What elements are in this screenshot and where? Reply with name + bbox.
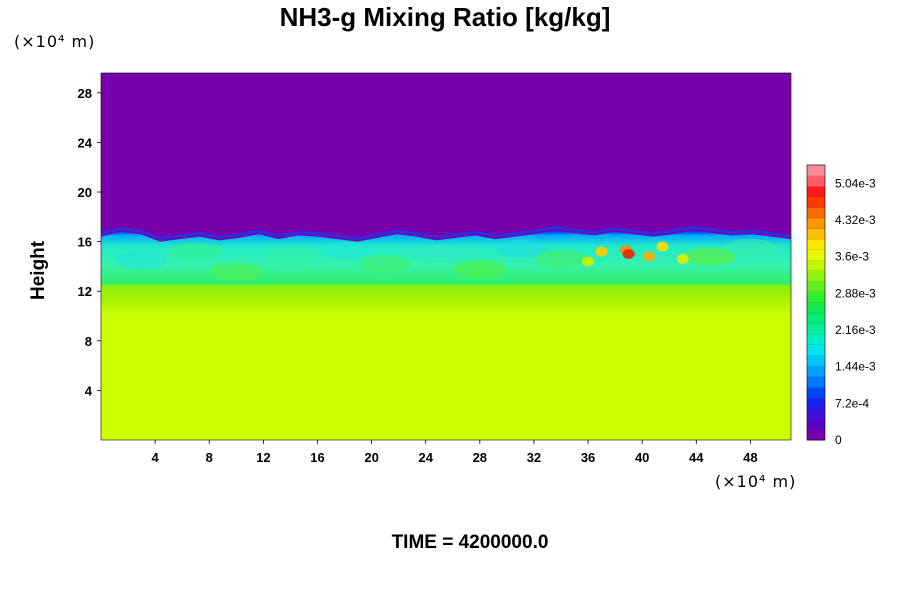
texture-blob [413,245,466,264]
colorbar-segment [807,429,825,441]
colorbar: 0 7.2e-4 1.44e-3 2.16e-3 2.88e-3 3.6e-3 4.32e-… [806,164,876,447]
time-label: TIME = 4200000.0 [391,532,549,553]
y-tick-label: 20 [78,185,92,200]
texture-blob [683,247,736,266]
colorbar-tick-label: 7.2e-4 [835,396,869,410]
colorbar-segment [807,323,825,335]
colorbar-tick-label: 3.6e-3 [835,250,869,264]
colorbar-tick-label: 0 [835,433,842,447]
hotspot [676,253,689,264]
hotspot [622,249,635,260]
x-axis-unit: (×10⁴ m) [715,472,797,491]
plot-frame [100,72,792,441]
colorbar-segment [807,260,825,272]
hotspot [642,251,655,262]
texture-blob [169,242,222,261]
y-tick-label: 24 [78,135,93,150]
y-tick-label: 16 [78,235,92,250]
colorbar-segment [807,270,825,282]
y-tick-label: 28 [78,86,92,101]
colorbar-segment [807,365,825,378]
x-tick-label: 16 [310,450,324,465]
x-tick-label: 32 [527,450,541,465]
colorbar-segment [807,397,825,409]
texture-blob [210,262,263,281]
colorbar-segment [807,408,825,420]
x-tick-label: 20 [364,450,378,465]
texture-blob [359,254,412,273]
x-tick-label: 12 [256,450,270,465]
y-tick-label: 4 [85,383,93,398]
colorbar-segment [807,344,825,356]
colorbar-segment [807,165,825,177]
x-tick-label: 40 [635,450,649,465]
plot-area [101,73,791,440]
x-tick-label: 48 [743,450,757,465]
colorbar-segment [807,291,825,303]
x-tick-label: 44 [689,450,704,465]
colorbar-segment [807,313,825,325]
hotspot [595,246,608,257]
y-tick-label: 12 [78,284,92,299]
texture-blob [318,241,371,260]
texture-blob [535,249,587,268]
transition-layer [101,285,791,317]
colorbar-segment [807,334,825,346]
colorbar-segment [807,418,825,430]
x-axis-ticks: 4 8 12 16 20 24 28 32 36 40 44 48 [152,440,758,465]
y-axis-unit: (×10⁴ m) [14,32,96,51]
colorbar-segment [807,376,825,388]
x-tick-label: 8 [206,450,213,465]
x-tick-label: 24 [418,450,433,465]
texture-blob [724,238,777,257]
colorbar-segment [807,207,825,219]
texture-blob [494,240,547,259]
lower-layer [101,316,791,440]
boundary-edge [101,225,791,241]
y-tick-label: 8 [85,334,92,349]
colorbar-tick-label: 4.32e-3 [835,213,876,227]
colorbar-segment [807,281,825,293]
colorbar-segment [807,302,825,314]
x-tick-label: 28 [473,450,487,465]
x-tick-label: 4 [152,450,160,465]
colorbar-segment [807,387,825,399]
texture-blob [264,247,317,266]
hotspot [582,256,595,267]
colorbar-segment [807,228,825,240]
colorbar-segment [807,217,825,229]
colorbar-frame [806,164,826,441]
colorbar-segment [807,196,825,208]
colorbar-tick-label: 1.44e-3 [835,360,876,374]
colorbar-segment [807,355,825,367]
texture-blob [115,251,168,270]
x-tick-label: 36 [581,450,595,465]
y-axis-ticks: 4 8 12 16 20 24 28 [78,86,101,398]
colorbar-tick-label: 2.16e-3 [835,323,876,337]
colorbar-segment [807,175,825,187]
colorbar-segment [807,249,825,261]
colorbar-tick-label: 2.88e-3 [835,286,876,300]
texture-blob [453,259,506,278]
colorbar-segment [807,186,825,198]
colorbar-tick-label: 5.04e-3 [835,176,876,190]
chart-title: NH3-g Mixing Ratio [kg/kg] [279,2,611,32]
hotspot [656,241,669,252]
colorbar-segment [807,239,825,251]
